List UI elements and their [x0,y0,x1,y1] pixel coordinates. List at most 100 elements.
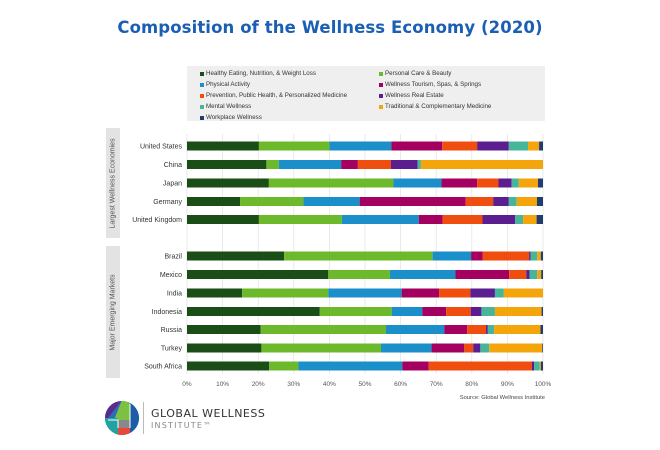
bar-segment [422,307,447,316]
bar-segment [480,343,490,353]
legend-item: Workplace Wellness [200,114,262,121]
bar-segment [328,288,402,298]
x-tick-label: 60% [394,381,407,388]
legend-item: Healthy Eating, Nutrition, & Weight Loss [200,70,316,77]
bar-segment [446,307,471,316]
legend-item: Physical Activity [200,81,250,88]
bar-segment [540,325,543,334]
bar-segment [537,251,541,261]
bar-segment [381,343,432,353]
bar-segment [328,270,390,279]
legend-label: Healthy Eating, Nutrition, & Weight Loss [206,70,316,77]
bar-segment [530,251,538,261]
bar-segment [536,197,543,206]
bar-segment [432,251,472,261]
x-tick-label: 50% [358,381,371,388]
bar-segment [537,270,542,279]
bar-segment [531,361,535,371]
bar-segment [393,178,442,188]
logo-divider [143,402,144,434]
bar-segment [187,325,261,334]
bar-segment [511,178,519,188]
legend-item: Wellness Tourism, Spas, & Springs [379,81,481,88]
bar-segment [187,343,262,353]
bar-segment [298,361,403,371]
bar-segment [187,160,267,169]
bar-segment [541,307,543,316]
legend-swatch [200,93,204,98]
bar-segment [240,197,304,206]
bar-segment [402,361,429,371]
bar-segment [465,197,494,206]
x-tick-label: 30% [287,381,300,388]
bar-segment [486,325,488,334]
bar-segment [489,343,543,353]
bar-segment [518,178,539,188]
bar-segment [357,160,391,169]
bar-segment [417,160,421,169]
bar-segment [464,343,474,353]
group-label-box-emerging: Major Emerging Markets [106,246,120,378]
legend-swatch [379,104,383,109]
bar-segment [261,343,382,353]
category-label: China [164,162,182,169]
bar-segment [529,270,538,279]
bar-segment [526,270,530,279]
legend-swatch [200,115,204,120]
bar-segment [319,307,392,316]
bar-segment [341,160,358,169]
bar-segment [538,178,543,188]
x-tick-label: 70% [430,381,443,388]
chart-title: Composition of the Wellness Economy (202… [117,18,543,37]
bar-segment [442,141,478,151]
bar-segment [418,215,443,224]
x-tick-label: 10% [216,381,229,388]
bar-segment [428,361,532,371]
legend-label: Wellness Real Estate [385,92,444,99]
legend-label: Physical Activity [206,81,251,88]
bar-segment [494,325,541,334]
x-tick-label: 20% [252,381,265,388]
bar-segment [473,343,481,353]
bar-segment [528,141,540,151]
bar-segment [284,251,433,261]
bar-segment [386,325,445,334]
x-tick-label: 80% [465,381,478,388]
category-label: Mexico [160,272,182,279]
legend-item: Personal Care & Beauty [379,70,451,77]
bar-segment [266,160,279,169]
bar-segment [542,343,543,353]
x-tick-label: 100% [535,381,552,388]
bar-segment [455,270,510,279]
bar-segment [391,141,443,151]
bar-segment [487,325,495,334]
bar-segment [187,361,270,371]
x-tick-label: 0% [182,381,192,388]
legend-swatch [200,71,204,76]
category-label: Japan [163,181,182,188]
bar-segment [444,325,468,334]
bar-segment [493,197,509,206]
category-label: Indonesia [152,309,182,316]
category-label: Turkey [161,346,183,353]
bar-segment [508,197,517,206]
bar-segment [187,215,259,224]
bar-segment [390,160,418,169]
bar-segment [515,215,524,224]
bar-segment [442,215,483,224]
bar-segment [389,270,456,279]
bar-segment [508,141,529,151]
brand-subname: INSTITUTE™ [151,421,213,430]
legend-label: Traditional & Complementary Medicine [385,103,492,110]
bar-segment [516,197,537,206]
legend-item: Mental Wellness [200,103,251,110]
gwi-logo-icon [105,401,139,435]
bar-segment [470,288,495,298]
category-label: United Kingdom [132,217,182,224]
bar-segment [303,197,360,206]
legend-label: Workplace Wellness [206,114,262,121]
bar-segment [269,361,299,371]
bar-segment [494,307,542,316]
bar-segment [258,141,330,151]
bar-segment [187,251,285,261]
